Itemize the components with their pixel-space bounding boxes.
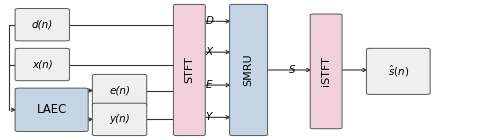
Text: LAEC: LAEC <box>36 103 67 116</box>
Text: iSTFT: iSTFT <box>321 56 331 86</box>
Text: STFT: STFT <box>185 57 195 83</box>
Text: SMRU: SMRU <box>244 54 254 86</box>
FancyBboxPatch shape <box>15 9 69 41</box>
Text: $\hat{s}(n)$: $\hat{s}(n)$ <box>388 64 409 79</box>
Text: y(n): y(n) <box>109 114 130 124</box>
FancyBboxPatch shape <box>15 88 88 131</box>
Text: Y: Y <box>205 112 212 122</box>
Text: S: S <box>289 65 296 75</box>
FancyBboxPatch shape <box>367 48 430 94</box>
Text: d(n): d(n) <box>32 20 53 30</box>
FancyBboxPatch shape <box>174 4 205 136</box>
Text: x(n): x(n) <box>32 60 53 70</box>
FancyBboxPatch shape <box>92 103 147 136</box>
Text: X: X <box>205 47 212 57</box>
FancyBboxPatch shape <box>92 74 147 107</box>
Text: e(n): e(n) <box>109 86 130 96</box>
FancyBboxPatch shape <box>229 4 268 136</box>
FancyBboxPatch shape <box>15 48 69 81</box>
Text: D: D <box>205 16 213 26</box>
FancyBboxPatch shape <box>310 14 342 129</box>
Text: E: E <box>205 80 212 90</box>
